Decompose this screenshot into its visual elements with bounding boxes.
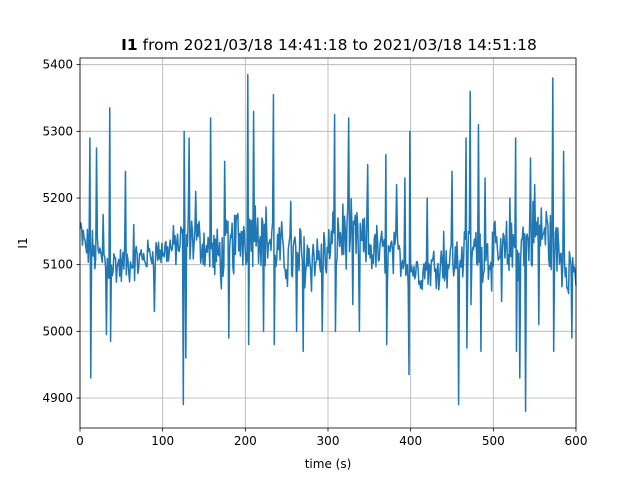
y-tick-label: 5200 <box>42 191 73 205</box>
y-tick-label: 5000 <box>42 324 73 338</box>
y-tick-label: 5100 <box>42 258 73 272</box>
x-tick-label: 600 <box>565 434 588 448</box>
x-tick-label: 400 <box>399 434 422 448</box>
x-tick-label: 500 <box>482 434 505 448</box>
x-tick-label: 0 <box>76 434 84 448</box>
x-axis: 0 100 200 300 400 500 600 <box>76 428 587 448</box>
chart-title: I1 from 2021/03/18 14:41:18 to 2021/03/1… <box>121 36 537 54</box>
plot-area <box>79 73 577 413</box>
y-tick-label: 5300 <box>42 124 73 138</box>
chart-title-bold: I1 <box>121 36 138 54</box>
y-axis-label: I1 <box>16 237 30 248</box>
y-tick-label: 5400 <box>42 58 73 72</box>
x-tick-label: 200 <box>234 434 257 448</box>
series-line <box>79 73 577 413</box>
y-axis: 4900 5000 5100 5200 5300 5400 <box>42 58 80 405</box>
y-tick-label: 4900 <box>42 391 73 405</box>
x-axis-label: time (s) <box>305 457 352 471</box>
x-tick-label: 100 <box>151 434 174 448</box>
x-tick-label: 300 <box>317 434 340 448</box>
chart-title-rest: from 2021/03/18 14:41:18 to 2021/03/18 1… <box>138 36 537 54</box>
